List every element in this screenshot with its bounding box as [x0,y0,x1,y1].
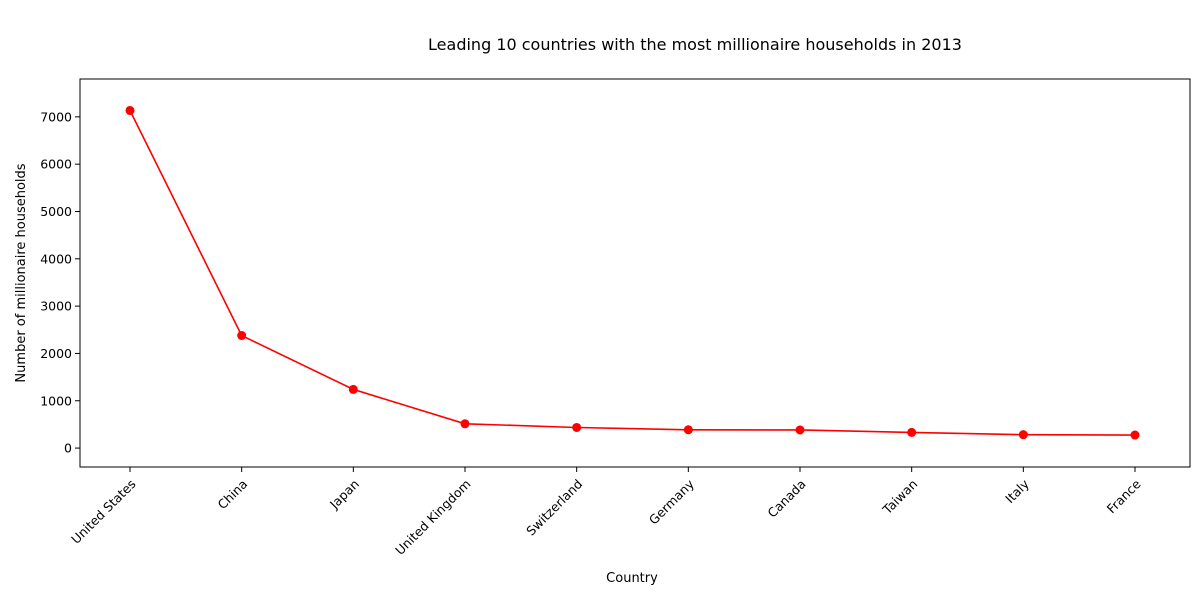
chart-title: Leading 10 countries with the most milli… [428,35,962,54]
x-axis: United States China Japan United Kingdom Swi… [68,467,1144,558]
x-tick-label: Canada [764,476,808,520]
x-tick-label: United Kingdom [392,476,474,558]
plot-area-frame [79,78,1191,468]
y-tick-label: 5000 [40,204,72,219]
y-tick-label: 1000 [40,393,72,408]
x-tick-label: United States [68,476,138,546]
x-tick-label: Italy [1002,476,1032,506]
y-tick-label: 0 [64,441,72,456]
data-point [572,422,582,432]
x-tick-label: China [214,476,250,512]
series-layer [125,105,1140,440]
y-tick-label: 3000 [40,299,72,314]
y-tick-label: 6000 [40,157,72,172]
x-axis-label: Country [606,571,658,586]
data-point [907,427,917,437]
data-point [795,425,805,435]
y-tick-label: 2000 [40,346,72,361]
series-line [129,110,1136,436]
data-point [237,331,247,341]
x-tick-label: Switzerland [523,476,585,538]
x-tick-label: Germany [646,476,698,528]
data-point [683,425,693,435]
y-axis-label: Number of millionaire households [14,163,29,382]
x-tick-label: Taiwan [879,476,920,517]
data-point [1130,430,1140,440]
y-tick-label: 7000 [40,109,72,124]
y-tick-label: 4000 [40,251,72,266]
data-point [1018,430,1028,440]
data-point [348,384,358,394]
data-point [125,105,135,115]
x-tick-label: Japan [326,476,362,512]
y-axis: 0 1000 2000 3000 4000 5000 6000 7000 [40,109,80,456]
x-tick-label: France [1104,476,1144,516]
data-point [460,419,470,429]
